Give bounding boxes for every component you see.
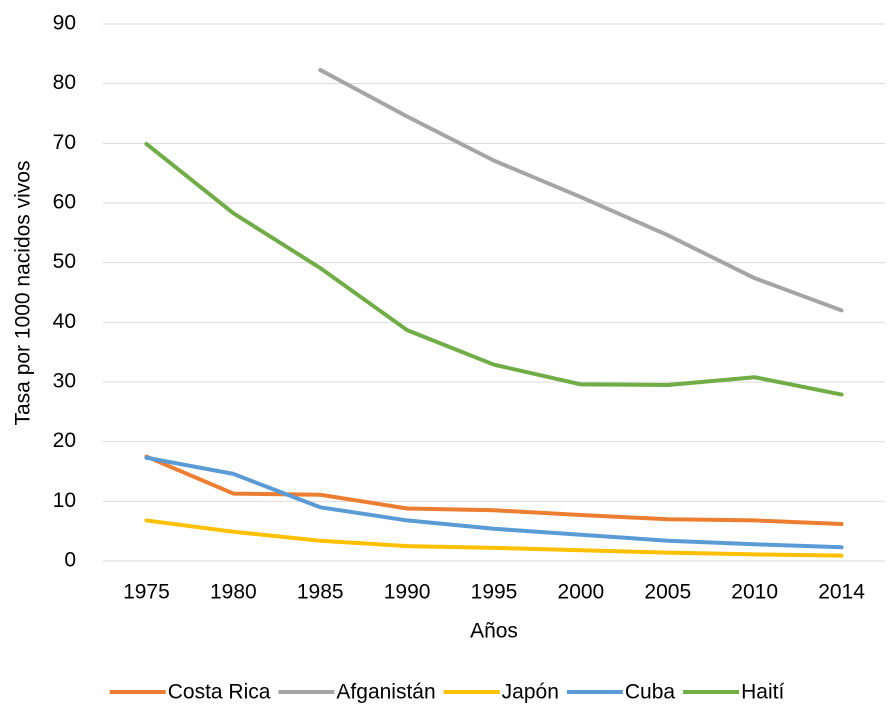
x-tick-label: 1980 [210, 581, 257, 604]
x-tick-label: 1985 [297, 581, 344, 604]
y-axis-title: Tasa por 1000 nacidos vivos [12, 161, 35, 426]
series-line [144, 454, 844, 527]
y-tick-label: 30 [53, 370, 76, 393]
y-tick-label: 0 [64, 549, 76, 572]
legend-label: Japón [502, 681, 559, 704]
x-axis-title: Años [470, 620, 518, 643]
legend-label: Cuba [625, 681, 676, 704]
series-line [144, 518, 844, 558]
y-tick-label: 60 [53, 191, 76, 214]
x-tick-label: 2014 [818, 581, 865, 604]
x-tick-label: 1975 [123, 581, 170, 604]
series-line [144, 455, 844, 550]
y-tick-label: 50 [53, 250, 76, 273]
y-tick-label: 20 [53, 429, 76, 452]
y-tick-label: 10 [53, 489, 76, 512]
legend: Costa Rica Afganistán Japón Cuba Haití [109, 681, 784, 704]
x-tick-label: 2010 [731, 581, 778, 604]
legend-label: Haití [741, 681, 784, 704]
x-tick-label: 2000 [558, 581, 605, 604]
y-tick-label: 90 [53, 12, 76, 35]
x-tick-label: 2005 [644, 581, 691, 604]
x-tick-label: 1995 [471, 581, 518, 604]
legend-label: Afganistán [336, 681, 435, 704]
y-tick-label: 80 [53, 71, 76, 94]
series-line [318, 67, 844, 313]
y-tick-label: 40 [53, 310, 76, 333]
y-tick-label: 70 [53, 131, 76, 154]
series-line [144, 141, 844, 397]
legend-label: Costa Rica [168, 681, 271, 704]
x-tick-label: 1990 [384, 581, 431, 604]
